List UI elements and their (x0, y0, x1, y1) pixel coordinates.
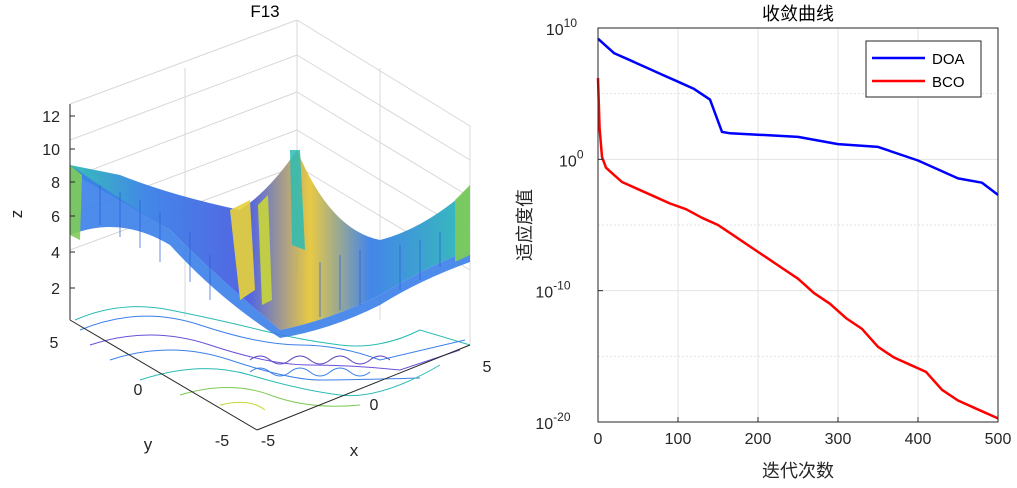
legend-box (865, 40, 982, 98)
x-tick-label: 400 (905, 431, 932, 448)
x-tick-label: 5 (483, 359, 492, 376)
x-tick-label: 300 (825, 431, 852, 448)
z-tick-label: 12 (42, 109, 60, 126)
y-tick-label: -5 (215, 433, 229, 450)
surface-axes (69, 104, 471, 431)
surface-mesh (70, 150, 470, 338)
y-tick-label: 5 (50, 335, 59, 352)
convergence-x-label: 迭代次数 (762, 461, 834, 482)
y-tick-label: 1010 (546, 16, 577, 39)
x-tick-label: 500 (985, 431, 1012, 448)
y-tick-labels: 5 0 -5 (50, 335, 230, 450)
surface-plot-panel: F13 2 4 6 8 10 12 z 5 0 -5 y -5 0 5 x (7, 2, 492, 460)
x-axis-label: x (350, 441, 359, 460)
x-tick-label: 0 (370, 397, 379, 414)
convergence-plot-panel: 0 100 200 300 400 500 1010 100 10-10 10-20 收敛曲线 迭… (515, 4, 1011, 482)
series-line-bco (596, 78, 999, 420)
z-tick-label: 2 (51, 281, 60, 298)
convergence-title: 收敛曲线 (762, 4, 834, 25)
y-tick-label: 10-10 (535, 279, 570, 302)
legend: DOA BCO (865, 40, 982, 98)
series-line-doa (597, 37, 999, 196)
z-tick-label: 6 (51, 209, 60, 226)
contour-projection (74, 306, 471, 411)
convergence-axes-box (597, 27, 999, 423)
y-tick-label: 10-20 (535, 410, 570, 433)
x-tick-label: 100 (665, 431, 692, 448)
y-axis-label: y (144, 435, 153, 454)
y-tick-label: 100 (559, 147, 584, 170)
z-axis-label: z (7, 210, 26, 219)
convergence-ticks: 0 100 200 300 400 500 1010 100 10-10 10-20 (535, 16, 1011, 448)
legend-label-bco: BCO (932, 74, 965, 91)
z-tick-label: 10 (42, 142, 60, 159)
x-tick-labels: -5 0 5 (261, 359, 492, 450)
x-tick-label: 200 (745, 431, 772, 448)
z-tick-labels: 2 4 6 8 10 12 (42, 109, 60, 298)
convergence-lines (596, 37, 999, 420)
z-tick-label: 8 (51, 175, 60, 192)
x-tick-label: -5 (261, 433, 275, 450)
surface-title: F13 (250, 2, 279, 21)
legend-label-doa: DOA (932, 51, 965, 68)
z-tick-label: 4 (51, 245, 60, 262)
x-tick-label: 0 (594, 431, 603, 448)
y-tick-label: 0 (134, 382, 143, 399)
convergence-y-label: 适应度值 (515, 189, 536, 261)
